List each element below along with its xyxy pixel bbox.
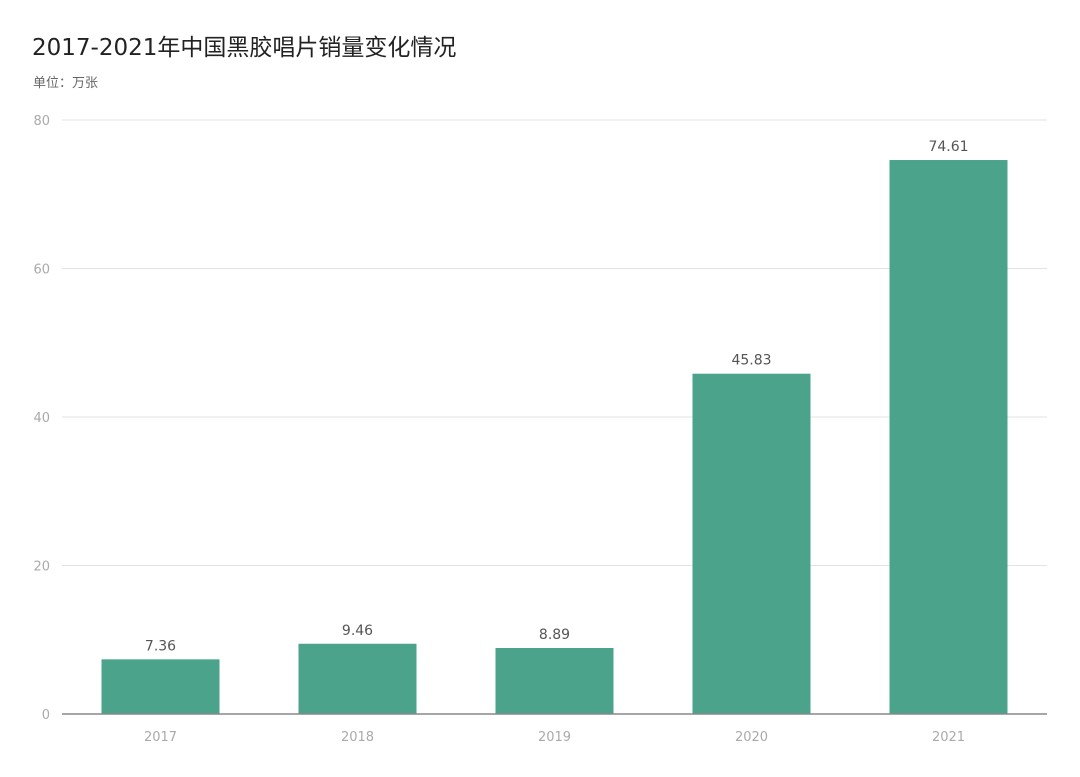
x-tick-label-2019: 2019: [538, 730, 571, 745]
grid-lines: [62, 119, 1047, 566]
bar-2017: [101, 659, 220, 714]
data-label-2021: 74.61: [928, 139, 968, 155]
x-tick-label-2018: 2018: [341, 730, 374, 745]
bars: [101, 160, 1008, 714]
y-tick-label: 40: [33, 411, 50, 426]
x-tick-label-2020: 2020: [735, 730, 768, 745]
data-label-2019: 8.89: [539, 627, 570, 643]
bar-2019: [495, 647, 614, 714]
y-tick-label: 80: [33, 114, 50, 129]
data-label-2020: 45.83: [731, 353, 771, 369]
bar-2020: [692, 373, 811, 714]
x-tick-label-2021: 2021: [932, 730, 965, 745]
y-tick-label: 0: [42, 708, 50, 723]
data-labels: 7.36 9.46 8.89 45.83 74.61: [145, 139, 969, 654]
chart-unit-label: 单位：万张: [33, 76, 99, 91]
x-axis-ticks: 2017 2018 2019 2020 2021: [144, 730, 965, 745]
bar-2018: [298, 643, 417, 714]
y-tick-label: 60: [33, 263, 50, 278]
x-tick-label-2017: 2017: [144, 730, 177, 745]
y-tick-label: 20: [33, 560, 50, 575]
bar-2021: [889, 160, 1008, 714]
data-label-2017: 7.36: [145, 638, 176, 654]
data-label-2018: 9.46: [342, 623, 373, 639]
y-axis-ticks: 0 20 40 60 80: [33, 114, 50, 723]
chart-title: 2017-2021年中国黑胶唱片销量变化情况: [32, 35, 457, 61]
